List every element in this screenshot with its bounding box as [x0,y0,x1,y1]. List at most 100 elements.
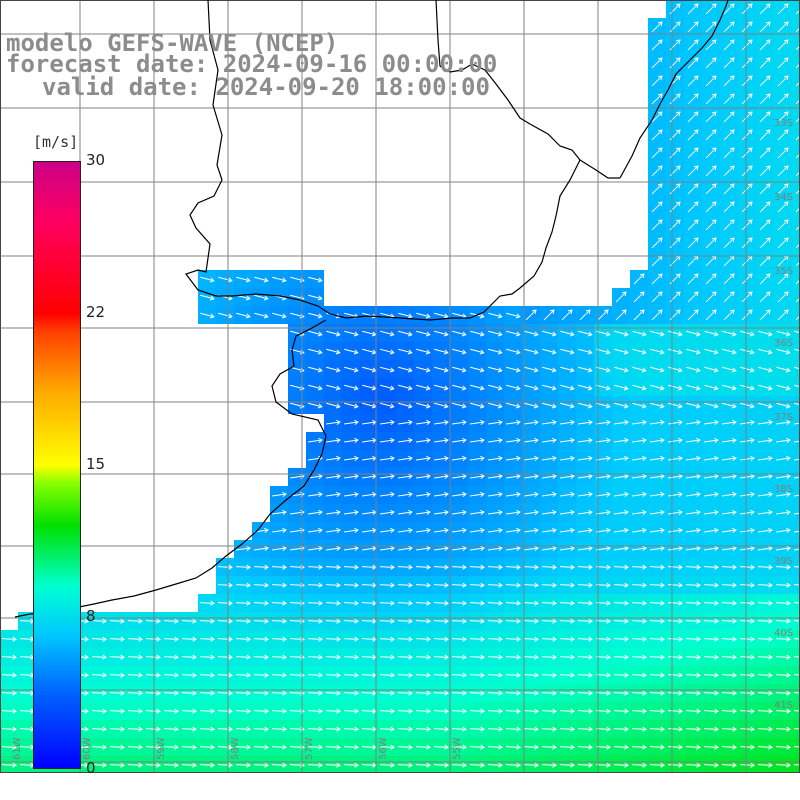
wind-arrow [578,421,592,425]
wind-arrow [560,402,574,408]
wind-arrow-head [768,473,773,479]
wind-arrow-head [642,491,647,497]
wind-arrow [559,692,575,694]
wind-arrow [1,638,17,640]
wind-arrow [127,620,143,622]
wind-arrow [649,638,665,640]
wind-arrow-head [606,672,611,678]
wind-arrow [741,183,753,195]
wind-arrow [704,475,718,479]
wind-arrow [380,330,394,336]
wind-arrow [632,547,646,551]
wind-arrow [686,783,700,784]
wind-arrow-head [480,437,485,443]
wind-arrow-head [786,762,791,768]
wind-arrow [91,656,107,658]
wind-arrow [668,547,682,551]
wind-cell [792,270,800,288]
wind-arrow-head [425,313,431,319]
wind-arrow [723,273,735,285]
wind-arrow-head [426,582,431,588]
wind-arrow-head [783,273,789,279]
wind-arrow-head [84,726,89,732]
wind-arrow-head [768,582,773,588]
wind-arrow [704,529,718,533]
wind-arrow [452,547,466,551]
wind-arrow [361,692,377,694]
wind-arrow-head [693,237,699,243]
wind-arrow [721,674,737,676]
wind-arrow [577,566,593,568]
wind-arrow [776,529,790,533]
lon-label: 58W [230,737,241,760]
wind-arrow-head [425,331,431,337]
wind-arrow-head [389,367,395,373]
wind-arrow [651,39,663,51]
wind-cell [792,324,800,342]
wind-arrow-head [714,726,719,732]
wind-arrow [308,493,322,497]
wind-arrow-head [516,600,521,606]
wind-arrow-head [765,3,771,9]
wind-arrow-head [747,21,753,27]
wind-arrow-head [534,618,539,624]
wind-arrow-head [354,582,359,588]
wind-arrow-head [498,509,503,515]
wind-arrow-head [678,618,683,624]
wind-arrow [488,421,502,425]
wind-arrow-head [534,708,539,714]
wind-arrow-head [461,349,467,355]
wind-arrow [795,297,800,303]
wind-arrow-head [750,600,755,606]
wind-arrow-head [786,600,791,606]
wind-arrow-head [750,636,755,642]
wind-arrow-head [534,690,539,696]
wind-arrow [254,276,268,282]
wind-arrow-head [587,385,593,391]
wind-arrow [649,674,665,676]
wind-arrow [452,348,466,354]
wind-arrow [398,402,412,408]
wind-arrow [794,783,800,784]
wind-arrow [559,638,575,640]
wind-arrow [380,511,394,515]
wind-arrow [597,309,609,321]
wind-arrow [416,511,430,515]
wind-arrow [362,529,376,533]
wind-arrow-head [227,295,233,301]
wind-arrow-head [732,654,737,660]
wind-arrow [451,620,467,622]
wind-arrow-head [624,437,629,443]
wind-arrow-head [444,491,449,497]
wind-arrow-head [624,762,629,768]
wind-arrow [469,674,485,676]
wind-arrow [632,511,646,515]
wind-arrow [434,493,448,497]
wind-arrow [741,237,753,249]
wind-arrow-head [462,455,467,461]
wind-arrow [145,746,161,748]
wind-arrow [433,656,449,658]
wind-arrow-head [84,708,89,714]
wind-arrow-head [282,582,287,588]
wind-arrow [741,57,753,69]
wind-arrow-head [335,367,341,373]
wind-arrow [577,746,593,748]
wind-arrow-head [570,708,575,714]
wind-arrow [271,620,287,622]
wind-arrow [326,348,340,354]
wind-arrow-head [318,437,323,443]
wind-arrow [613,620,629,622]
wind-arrow-head [479,313,485,319]
wind-arrow [614,439,628,443]
wind-arrow [721,656,737,658]
wind-arrow-head [534,744,539,750]
wind-arrow [218,276,232,282]
wind-arrow [307,710,323,712]
wind-arrow-head [696,708,701,714]
wind-arrow [524,547,538,551]
wind-arrow-head [570,672,575,678]
wind-arrow-head [534,582,539,588]
wind-arrow [217,764,233,766]
wind-arrow [361,584,377,586]
